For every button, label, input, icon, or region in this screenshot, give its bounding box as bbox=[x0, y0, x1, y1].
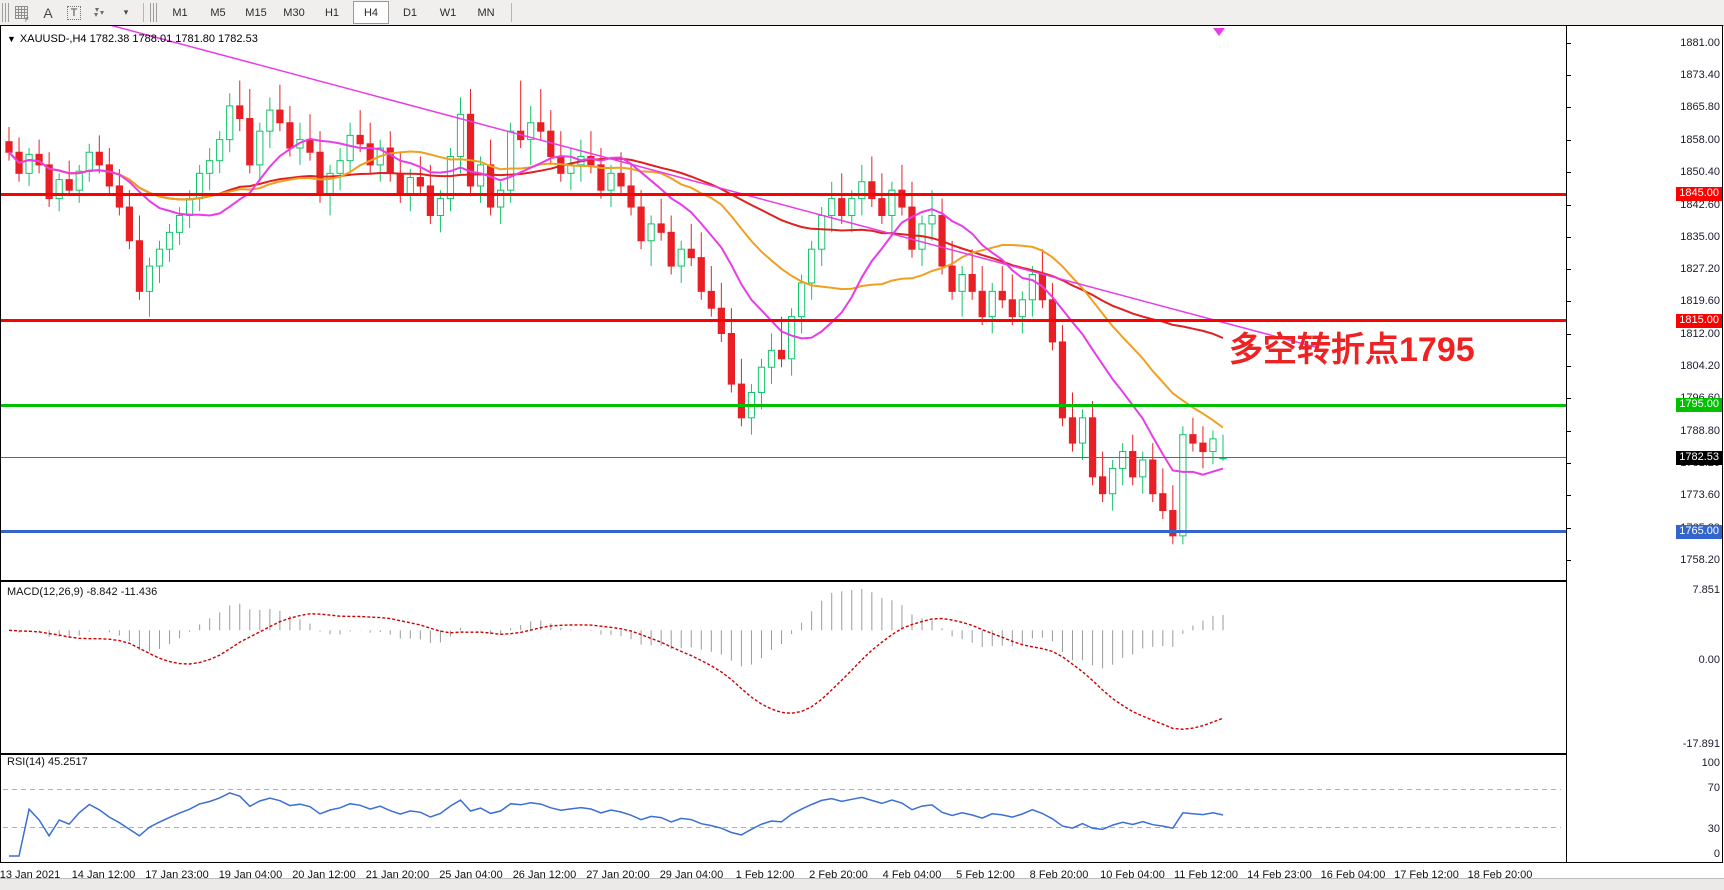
object-marker-icon[interactable] bbox=[1213, 28, 1225, 36]
price-level-line-1795-00[interactable] bbox=[1, 403, 1566, 407]
rsi-indicator-label: RSI(14) 45.2517 bbox=[7, 756, 88, 768]
price-tick-mark bbox=[1567, 366, 1571, 368]
timeframe-m30[interactable]: M30 bbox=[283, 6, 305, 19]
price-badge-1815-00: 1815.00 bbox=[1676, 313, 1722, 328]
macd-axis-tick: 0.00 bbox=[1698, 654, 1720, 667]
macd-indicator-label: MACD(12,26,9) -8.842 -11.436 bbox=[7, 586, 158, 598]
timeframe-d1[interactable]: D1 bbox=[402, 6, 418, 19]
macd-pane-separator bbox=[1, 580, 1566, 582]
price-tick-label: 1788.80 bbox=[1680, 425, 1720, 438]
price-level-line-1782-53[interactable] bbox=[1, 457, 1566, 459]
crosshair-grid-icon[interactable]: F bbox=[9, 1, 35, 24]
price-tick-mark bbox=[1567, 495, 1571, 497]
rsi-line bbox=[9, 792, 1224, 857]
rsi-axis-tick: 30 bbox=[1707, 823, 1720, 836]
price-tick-mark bbox=[1567, 560, 1571, 562]
timeframe-h1[interactable]: H1 bbox=[324, 6, 340, 19]
price-tick-mark bbox=[1567, 269, 1571, 271]
price-tick-mark bbox=[1567, 236, 1571, 238]
toolbar-grip[interactable] bbox=[2, 3, 9, 22]
price-tick-mark bbox=[1567, 74, 1571, 76]
toolbar-divider bbox=[143, 3, 144, 22]
price-tick-mark bbox=[1567, 398, 1571, 400]
chart-frame[interactable]: ▼ XAUUSD-,H4 1782.38 1788.01 1781.80 1782… bbox=[0, 25, 1723, 863]
price-tick-mark bbox=[1567, 204, 1571, 206]
macd-axis-tick: -17.891 bbox=[1682, 738, 1720, 750]
timeframe-m15[interactable]: M15 bbox=[245, 6, 267, 19]
timeframe-m1[interactable]: M1 bbox=[172, 6, 188, 19]
chart-plot-area[interactable]: ▼ XAUUSD-,H4 1782.38 1788.01 1781.80 1782… bbox=[1, 26, 1722, 862]
price-tick-label: 1873.40 bbox=[1680, 68, 1720, 81]
chevron-down-icon[interactable]: ▾ bbox=[123, 7, 129, 17]
price-tick-mark bbox=[1567, 463, 1571, 465]
price-tick-label: 1850.40 bbox=[1680, 165, 1720, 178]
rsi-axis-tick: 0 bbox=[1713, 848, 1720, 860]
price-candles-svg bbox=[3, 26, 1561, 857]
price-level-line-1845-00[interactable] bbox=[1, 192, 1566, 196]
price-tick-mark bbox=[1567, 42, 1571, 44]
objects-icon[interactable] bbox=[87, 1, 113, 24]
timeframe-h4[interactable]: H4 bbox=[353, 1, 389, 24]
chart-annotation-text: 多空转折点1795 bbox=[1229, 331, 1475, 369]
price-level-line-1815-00[interactable] bbox=[1, 319, 1566, 323]
timeframe-mn[interactable]: MN bbox=[477, 6, 495, 19]
price-tick-mark bbox=[1567, 301, 1571, 303]
timeframe-grip[interactable] bbox=[150, 3, 157, 22]
price-tick-label: 1827.20 bbox=[1680, 263, 1720, 276]
price-tick-mark bbox=[1567, 333, 1571, 335]
price-badge-1782-53: 1782.53 bbox=[1676, 450, 1722, 465]
toolbar-divider-2 bbox=[511, 3, 512, 22]
price-tick-label: 1842.60 bbox=[1680, 198, 1720, 211]
price-axis-line bbox=[1566, 26, 1567, 862]
trendline-magenta bbox=[110, 26, 1320, 349]
price-tick-label: 1835.00 bbox=[1680, 230, 1720, 243]
price-tick-label: 1804.20 bbox=[1680, 360, 1720, 373]
price-tick-label: 1758.20 bbox=[1680, 554, 1720, 567]
price-tick-label: 1881.00 bbox=[1680, 36, 1720, 49]
text-label-icon[interactable]: A bbox=[43, 4, 53, 21]
candle-series bbox=[5, 80, 1227, 545]
text-box-icon[interactable]: T bbox=[61, 1, 87, 24]
symbol-ohlc-label: ▼ XAUUSD-,H4 1782.38 1788.01 1781.80 1782… bbox=[7, 33, 258, 45]
price-tick-label: 1865.80 bbox=[1680, 100, 1720, 113]
moving-average-line bbox=[8, 137, 1224, 476]
price-level-line-1765-00[interactable] bbox=[1, 530, 1566, 534]
price-tick-label: 1773.60 bbox=[1680, 489, 1720, 502]
price-badge-1845-00: 1845.00 bbox=[1676, 187, 1722, 202]
macd-axis-tick: 7.851 bbox=[1692, 584, 1720, 596]
symbol-ohlc-text: XAUUSD-,H4 1782.38 1788.01 1781.80 1782.… bbox=[19, 33, 258, 45]
rsi-pane-separator bbox=[1, 753, 1566, 755]
price-badge-1795-00: 1795.00 bbox=[1676, 398, 1722, 413]
rsi-axis-tick: 70 bbox=[1707, 781, 1720, 794]
price-tick-mark bbox=[1567, 139, 1571, 141]
macd-signal-line bbox=[8, 613, 1224, 731]
price-tick-label: 1819.60 bbox=[1680, 295, 1720, 308]
price-tick-mark bbox=[1567, 528, 1571, 530]
collapse-caret-icon[interactable]: ▼ bbox=[7, 34, 16, 44]
timeframe-group: M1 M5 M15 M30 H1 H4 D1 W1 MN bbox=[163, 1, 503, 24]
price-tick-label: 1858.00 bbox=[1680, 133, 1720, 146]
moving-average-line bbox=[8, 151, 1224, 339]
status-bar bbox=[0, 878, 1724, 890]
rsi-axis-tick: 100 bbox=[1701, 757, 1720, 769]
price-tick-mark bbox=[1567, 171, 1571, 173]
toolbar: F A T ▾ M1 M5 M15 M30 H1 H4 D1 W1 MN bbox=[0, 0, 1724, 26]
timeframe-m5[interactable]: M5 bbox=[210, 6, 226, 19]
price-tick-mark bbox=[1567, 106, 1571, 108]
price-tick-mark bbox=[1567, 431, 1571, 433]
timeframe-w1[interactable]: W1 bbox=[439, 6, 457, 19]
price-tick-label: 1812.00 bbox=[1680, 327, 1720, 340]
price-badge-1765-00: 1765.00 bbox=[1676, 524, 1722, 539]
